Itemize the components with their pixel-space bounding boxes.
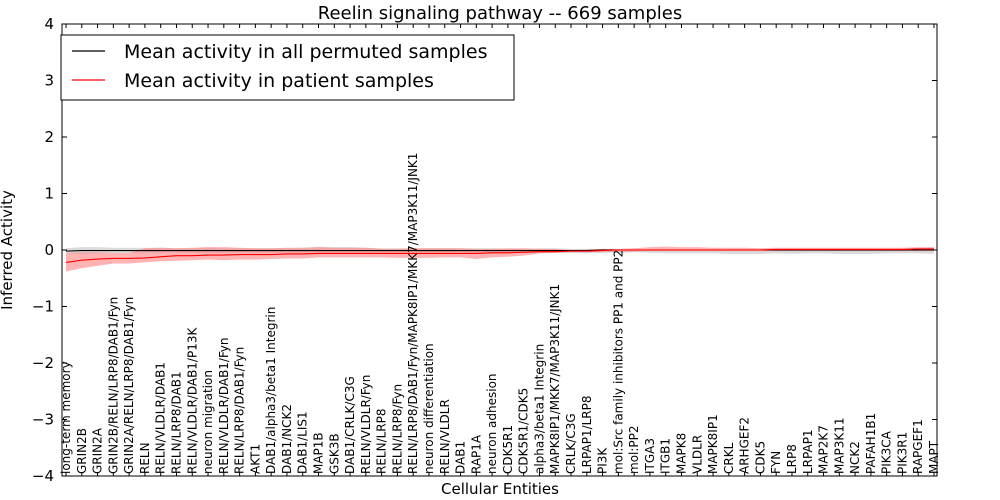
x-tick-label: mol:Src family inhibitors PP1 and PP2 bbox=[611, 250, 625, 474]
y-tick-label: 2 bbox=[44, 128, 54, 146]
y-tick-label: −2 bbox=[32, 354, 54, 372]
x-tick-label: CDK5R1 bbox=[501, 425, 515, 474]
line-series-1 bbox=[65, 248, 934, 263]
x-tick-label: CRKL bbox=[722, 442, 736, 474]
x-tick-label: RAPGEF1 bbox=[911, 419, 925, 474]
y-tick-label: −1 bbox=[32, 298, 54, 316]
x-tick-label: LRP8 bbox=[785, 444, 799, 474]
x-tick-label: DAB1 bbox=[454, 441, 468, 474]
x-tick-label: ARHGEF2 bbox=[738, 417, 752, 474]
x-tick-label: RAP1A bbox=[469, 434, 483, 474]
y-tick-label: 1 bbox=[44, 185, 54, 203]
x-tick-label: ITGB1 bbox=[659, 438, 673, 474]
x-tick-label: MAPK8IP1/MKK7/MAP3K11/JNK1 bbox=[548, 284, 562, 474]
x-tick-label: NCK2 bbox=[848, 441, 862, 474]
legend-frame bbox=[60, 34, 515, 101]
x-tick-label: RELN/VLDLR/Fyn bbox=[359, 375, 373, 474]
legend-label-patient: Mean activity in patient samples bbox=[124, 70, 434, 92]
band-series-1 bbox=[66, 246, 934, 272]
x-tick-label: RELN/VLDLR/DAB1/Fyn bbox=[217, 338, 231, 474]
x-tick-label: CDK5R1/CDK5 bbox=[517, 388, 531, 474]
chart-title: Reelin signaling pathway -- 669 samples bbox=[318, 3, 682, 24]
x-tick-label: DAB1/NCK2 bbox=[280, 404, 294, 474]
x-tick-label: RELN/VLDLR/DAB1/P13K bbox=[185, 327, 199, 474]
x-tick-label: DAB1/CRLK/C3G bbox=[343, 376, 357, 474]
x-tick-label: alpha3/beta1 Integrin bbox=[532, 344, 546, 474]
x-tick-label: RELN/LRP8/DAB1/Fyn bbox=[233, 347, 247, 474]
x-tick-label: AKT1 bbox=[248, 444, 262, 474]
x-tick-label: neuron migration bbox=[201, 370, 215, 474]
x-tick-label: GRIN2A bbox=[91, 427, 105, 474]
x-tick-label: PIK3R1 bbox=[895, 432, 909, 474]
x-tick-label: MAP3K11 bbox=[832, 417, 846, 474]
series-lines bbox=[65, 248, 934, 263]
x-tick-label: FYN bbox=[769, 451, 783, 474]
line-series-0 bbox=[65, 249, 934, 252]
x-tick-label: CRLK/C3G bbox=[564, 413, 578, 474]
x-tick-label: RELN/VLDLR bbox=[438, 399, 452, 474]
y-tick-label: 4 bbox=[44, 15, 54, 33]
x-axis: long-term memory GRIN2B GRIN2A GRIN2B/RELN/… bbox=[59, 24, 941, 476]
y-tick-label: −3 bbox=[32, 411, 54, 429]
y-tick-label: 3 bbox=[44, 72, 54, 90]
y-tick-label: 0 bbox=[44, 241, 54, 259]
x-tick-label: long-term memory bbox=[59, 361, 73, 474]
x-tick-label: PAFAH1B1 bbox=[864, 413, 878, 474]
x-tick-label: ITGA3 bbox=[643, 438, 657, 474]
x-tick-label: RELN/VLDLR/DAB1 bbox=[154, 362, 168, 474]
y-axis-label: Inferred Activity bbox=[0, 190, 16, 310]
x-tick-label: PI3K bbox=[596, 447, 610, 474]
x-tick-label: PIK3CA bbox=[880, 430, 894, 474]
y-axis: −4 −3 −2 −1 0 1 2 3 4 bbox=[32, 15, 937, 485]
x-tick-label: GRIN2B bbox=[75, 428, 89, 474]
y-tick-label: −4 bbox=[32, 467, 54, 485]
x-tick-label: GRIN2B/RELN/LRP8/DAB1/Fyn bbox=[106, 297, 120, 474]
x-tick-label: DAB1/alpha3/beta1 Integrin bbox=[264, 307, 278, 474]
x-tick-label: MAPK8 bbox=[674, 433, 688, 474]
x-tick-label: LRPAP1/LRP8 bbox=[580, 395, 594, 474]
x-tick-label: RELN/LRP8/Fyn bbox=[390, 384, 404, 474]
x-tick-label: RELN/LRP8/DAB1/Fyn/MAPK8IP1/MKK7/MAP3K11… bbox=[406, 153, 420, 474]
x-tick-label: RELN/LRP8/DAB1 bbox=[169, 371, 183, 474]
legend: Mean activity in all permuted samples Me… bbox=[60, 34, 515, 101]
x-tick-label: neuron differentiation bbox=[422, 343, 436, 474]
legend-label-permuted: Mean activity in all permuted samples bbox=[124, 41, 487, 63]
x-tick-label: MAPK8IP1 bbox=[706, 414, 720, 474]
x-tick-label: RELN/LRP8 bbox=[375, 408, 389, 474]
x-tick-label: CDK5 bbox=[753, 441, 767, 474]
x-axis-label: Cellular Entities bbox=[441, 480, 559, 498]
x-tick-label: mol:PP2 bbox=[627, 425, 641, 474]
x-tick-label: GRIN2A/RELN/LRP8/DAB1/Fyn bbox=[122, 297, 136, 474]
x-tick-label: LRPAP1 bbox=[801, 429, 815, 474]
x-tick-label: GSK3B bbox=[327, 433, 341, 474]
x-tick-label: MAP2K7 bbox=[817, 425, 831, 474]
x-tick-label: DAB1/LIS1 bbox=[296, 411, 310, 474]
x-tick-label: VLDLR bbox=[690, 435, 704, 474]
x-tick-label: neuron adhesion bbox=[485, 373, 499, 474]
x-tick-label: MAPT bbox=[927, 440, 941, 474]
x-tick-label: RELN bbox=[138, 442, 152, 474]
x-tick-label: MAP1B bbox=[312, 432, 326, 474]
